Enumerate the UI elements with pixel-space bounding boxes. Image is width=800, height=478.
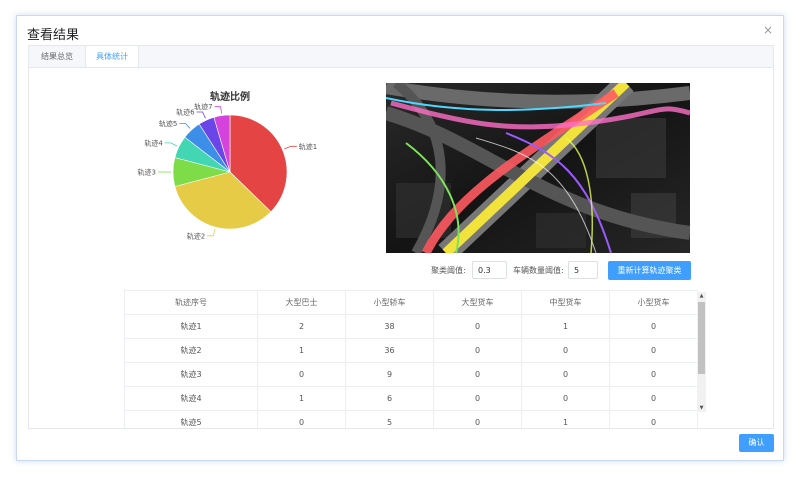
stats-table-container: 轨迹序号 大型巴士 小型轿车 大型货车 中型货车 小型货车 轨迹1 2 38 0 — [124, 290, 708, 428]
pie-label-line — [284, 145, 297, 150]
table-cell: 0 — [609, 386, 698, 411]
stats-table: 轨迹序号 大型巴士 小型轿车 大型货车 中型货车 小型货车 轨迹1 2 38 0 — [124, 290, 698, 428]
table-cell: 0 — [609, 314, 698, 339]
table-cell: 0 — [521, 338, 610, 363]
tab-detailed-stats[interactable]: 具体统计 — [86, 46, 139, 69]
pie-slice-label: 轨迹6 — [176, 108, 195, 117]
vehicle-threshold-label: 车辆数量阈值: — [513, 266, 564, 275]
pie-label-line — [179, 123, 191, 129]
pie-slice-label: 轨迹4 — [144, 138, 163, 147]
pie-label-line — [207, 228, 216, 237]
result-dialog: 查看结果 × 结果总览 具体统计 轨迹比例 轨迹1 轨迹2 轨迹3 轨迹4 轨迹5 轨迹6… — [16, 15, 784, 461]
scroll-down-arrow-icon[interactable]: ▼ — [699, 405, 704, 411]
table-cell: 轨迹4 — [124, 386, 258, 411]
tab-result-overview[interactable]: 结果总览 — [29, 46, 86, 68]
header-large-truck: 大型货车 — [433, 290, 522, 315]
pie-label-line — [196, 111, 206, 119]
pie-slice-label: 轨迹7 — [194, 102, 212, 111]
table-cell: 轨迹2 — [124, 338, 258, 363]
table-row: 轨迹5 0 5 0 1 0 — [124, 410, 698, 428]
table-cell: 36 — [345, 338, 434, 363]
table-cell: 0 — [257, 410, 346, 428]
table-cell: 6 — [345, 386, 434, 411]
pie-label-line — [214, 106, 222, 114]
table-cell: 0 — [433, 362, 522, 387]
chart-title: 轨迹比例 — [210, 90, 250, 103]
pie-slice[interactable] — [213, 114, 231, 173]
table-cell: 0 — [521, 386, 610, 411]
close-icon[interactable]: × — [762, 23, 773, 37]
cluster-threshold-label: 聚类阈值: — [431, 266, 466, 275]
table-scrollbar[interactable]: ▲ ▼ — [697, 292, 706, 412]
table-cell: 轨迹3 — [124, 362, 258, 387]
header-small-car: 小型轿车 — [345, 290, 434, 315]
table-cell: 0 — [609, 410, 698, 428]
vehicle-threshold-input[interactable] — [568, 261, 598, 279]
pie-label-line — [164, 142, 178, 147]
table-cell: 0 — [433, 410, 522, 428]
dialog-title: 查看结果 — [27, 28, 80, 43]
table-cell: 轨迹1 — [124, 314, 258, 339]
header-large-bus: 大型巴士 — [257, 290, 346, 315]
pie-slice-label: 轨迹1 — [299, 142, 317, 151]
table-row: 轨迹3 0 9 0 0 0 — [124, 362, 698, 387]
table-cell: 0 — [521, 362, 610, 387]
cluster-threshold-input[interactable] — [472, 261, 507, 279]
scroll-up-arrow-icon[interactable]: ▲ — [699, 293, 704, 299]
table-cell: 2 — [257, 314, 346, 339]
table-cell: 0 — [257, 362, 346, 387]
table-cell: 1 — [521, 410, 610, 428]
table-cell: 轨迹5 — [124, 410, 258, 428]
pie-slice-label: 轨迹5 — [159, 119, 177, 128]
tab-bar: 结果总览 具体统计 — [28, 45, 774, 69]
header-medium-truck: 中型货车 — [521, 290, 610, 315]
recalc-clustering-button[interactable]: 重新计算轨迹聚类 — [608, 261, 691, 280]
scroll-thumb[interactable] — [698, 302, 705, 374]
table-cell: 1 — [257, 338, 346, 363]
table-header-row: 轨迹序号 大型巴士 小型轿车 大型货车 中型货车 小型货车 — [124, 290, 698, 315]
table-cell: 0 — [433, 338, 522, 363]
table-cell: 0 — [433, 386, 522, 411]
table-cell: 0 — [433, 314, 522, 339]
header-trajectory-id: 轨迹序号 — [124, 290, 258, 315]
header-small-truck: 小型货车 — [609, 290, 698, 315]
traffic-video-frame — [386, 83, 690, 253]
table-row: 轨迹4 1 6 0 0 0 — [124, 386, 698, 411]
table-cell: 0 — [609, 338, 698, 363]
table-cell: 38 — [345, 314, 434, 339]
table-cell: 0 — [609, 362, 698, 387]
table-row: 轨迹1 2 38 0 1 0 — [124, 314, 698, 339]
stats-panel: 轨迹比例 轨迹1 轨迹2 轨迹3 轨迹4 轨迹5 轨迹6 轨迹7 — [28, 67, 774, 429]
table-row: 轨迹2 1 36 0 0 0 — [124, 338, 698, 363]
pie-slice[interactable] — [174, 171, 272, 230]
table-cell: 5 — [345, 410, 434, 428]
confirm-button[interactable]: 确认 — [739, 434, 774, 452]
pie-slice-label: 轨迹3 — [138, 168, 156, 177]
pie-slice-label: 轨迹2 — [187, 231, 205, 240]
table-cell: 9 — [345, 362, 434, 387]
table-cell: 1 — [257, 386, 346, 411]
pie-slice[interactable] — [229, 114, 288, 213]
table-cell: 1 — [521, 314, 610, 339]
